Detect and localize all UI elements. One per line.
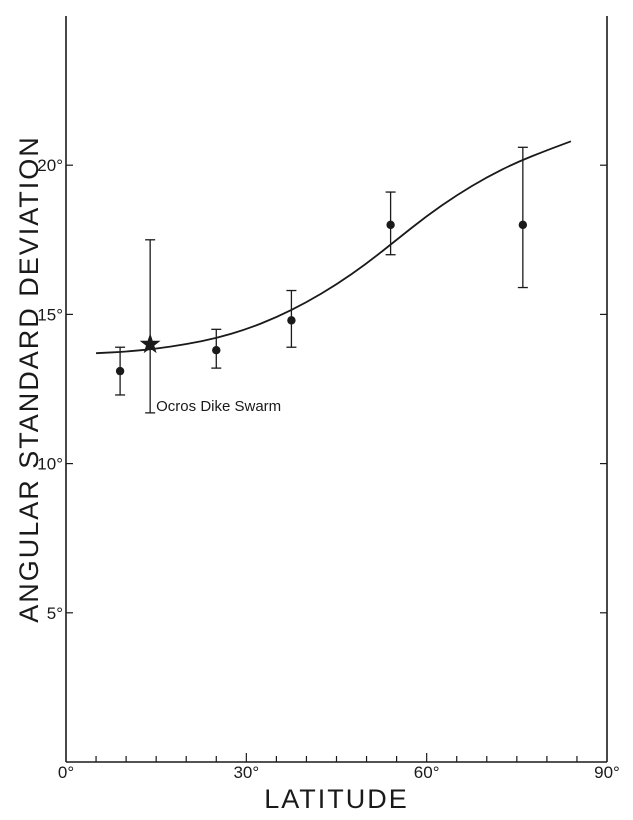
x-tick-label: 90° <box>594 763 620 782</box>
y-tick-label: 20° <box>37 156 63 175</box>
data-point-star <box>139 333 161 354</box>
x-tick-label: 60° <box>414 763 440 782</box>
fit-curve-layer <box>96 140 572 355</box>
chart-labels: 0° 30° 60° 90° 5° 10° 15° 20° LATITUDE ANGULAR ST… <box>14 135 620 814</box>
axis-ticks <box>66 164 607 762</box>
data-point-circle <box>212 346 221 355</box>
error-bars <box>115 146 528 414</box>
data-point-circle <box>518 220 528 230</box>
y-tick-label: 10° <box>37 455 63 474</box>
x-axis-title: LATITUDE <box>264 784 409 814</box>
annotation-ocros-dike-swarm: Ocros Dike Swarm <box>156 398 281 415</box>
x-tick-label: 0° <box>58 763 74 782</box>
x-tick-label: 30° <box>233 763 259 782</box>
plot-frame <box>65 16 608 763</box>
data-point-circle <box>115 366 125 376</box>
data-point-circle <box>287 316 296 325</box>
y-tick-label: 5° <box>47 604 63 623</box>
data-points <box>115 220 528 376</box>
data-point-circle <box>386 220 395 230</box>
y-axis-title: ANGULAR STANDARD DEVIATION <box>14 135 44 623</box>
y-tick-label: 15° <box>37 305 63 324</box>
fit-curve <box>96 140 572 355</box>
